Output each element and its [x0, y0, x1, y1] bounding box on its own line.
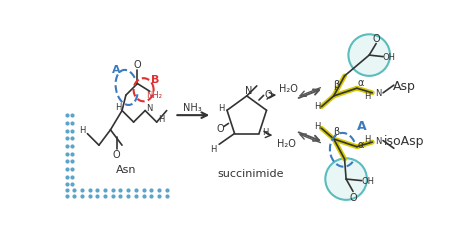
Text: N: N — [246, 85, 253, 95]
Text: OH: OH — [383, 53, 396, 62]
Text: B: B — [151, 75, 159, 85]
Text: O: O — [134, 60, 141, 70]
Text: H: H — [314, 101, 320, 110]
Text: β: β — [333, 80, 339, 90]
Text: O: O — [264, 90, 272, 99]
Text: O: O — [216, 123, 224, 134]
Text: α: α — [357, 140, 364, 150]
Text: H: H — [115, 103, 121, 112]
Text: N: N — [375, 136, 382, 145]
Text: O: O — [349, 192, 357, 202]
Text: H: H — [364, 134, 370, 143]
Text: β: β — [333, 127, 339, 137]
Text: H: H — [80, 126, 86, 135]
Text: O: O — [113, 150, 120, 160]
Text: NH₂: NH₂ — [146, 90, 163, 99]
Text: H: H — [314, 121, 320, 130]
Text: Asn: Asn — [116, 164, 136, 174]
Text: OH: OH — [361, 176, 374, 185]
Text: H: H — [210, 144, 217, 153]
Text: O: O — [372, 34, 380, 44]
Text: H₂O: H₂O — [279, 84, 298, 94]
Text: succinimide: succinimide — [218, 168, 284, 178]
Text: N: N — [375, 89, 382, 98]
Text: NH₃: NH₃ — [183, 102, 202, 112]
Text: isoAsp: isoAsp — [383, 134, 424, 147]
Text: α: α — [357, 78, 364, 88]
Text: H: H — [262, 127, 268, 136]
Text: H: H — [158, 114, 164, 123]
Text: H: H — [364, 91, 370, 100]
Text: N: N — [146, 104, 152, 112]
Text: A: A — [357, 119, 366, 132]
Text: H₂O: H₂O — [277, 138, 295, 148]
Text: A: A — [111, 65, 120, 75]
Text: Asp: Asp — [392, 79, 415, 92]
Circle shape — [325, 158, 367, 200]
Text: H: H — [218, 104, 224, 113]
Circle shape — [348, 35, 390, 76]
